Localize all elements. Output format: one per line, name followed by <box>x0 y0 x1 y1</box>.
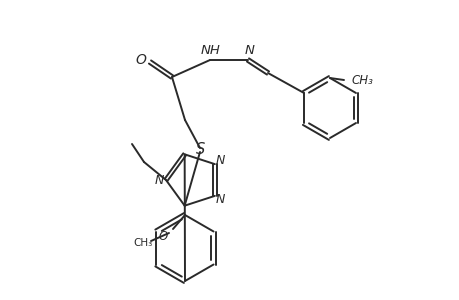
Text: N: N <box>215 194 225 206</box>
Text: CH₃: CH₃ <box>133 238 152 248</box>
Text: N: N <box>215 154 225 166</box>
Text: O: O <box>135 53 146 67</box>
Text: N: N <box>245 44 254 58</box>
Text: S: S <box>196 142 205 158</box>
Text: O: O <box>158 230 167 242</box>
Text: CH₃: CH₃ <box>351 74 373 86</box>
Text: N: N <box>154 173 163 187</box>
Text: NH: NH <box>201 44 220 58</box>
